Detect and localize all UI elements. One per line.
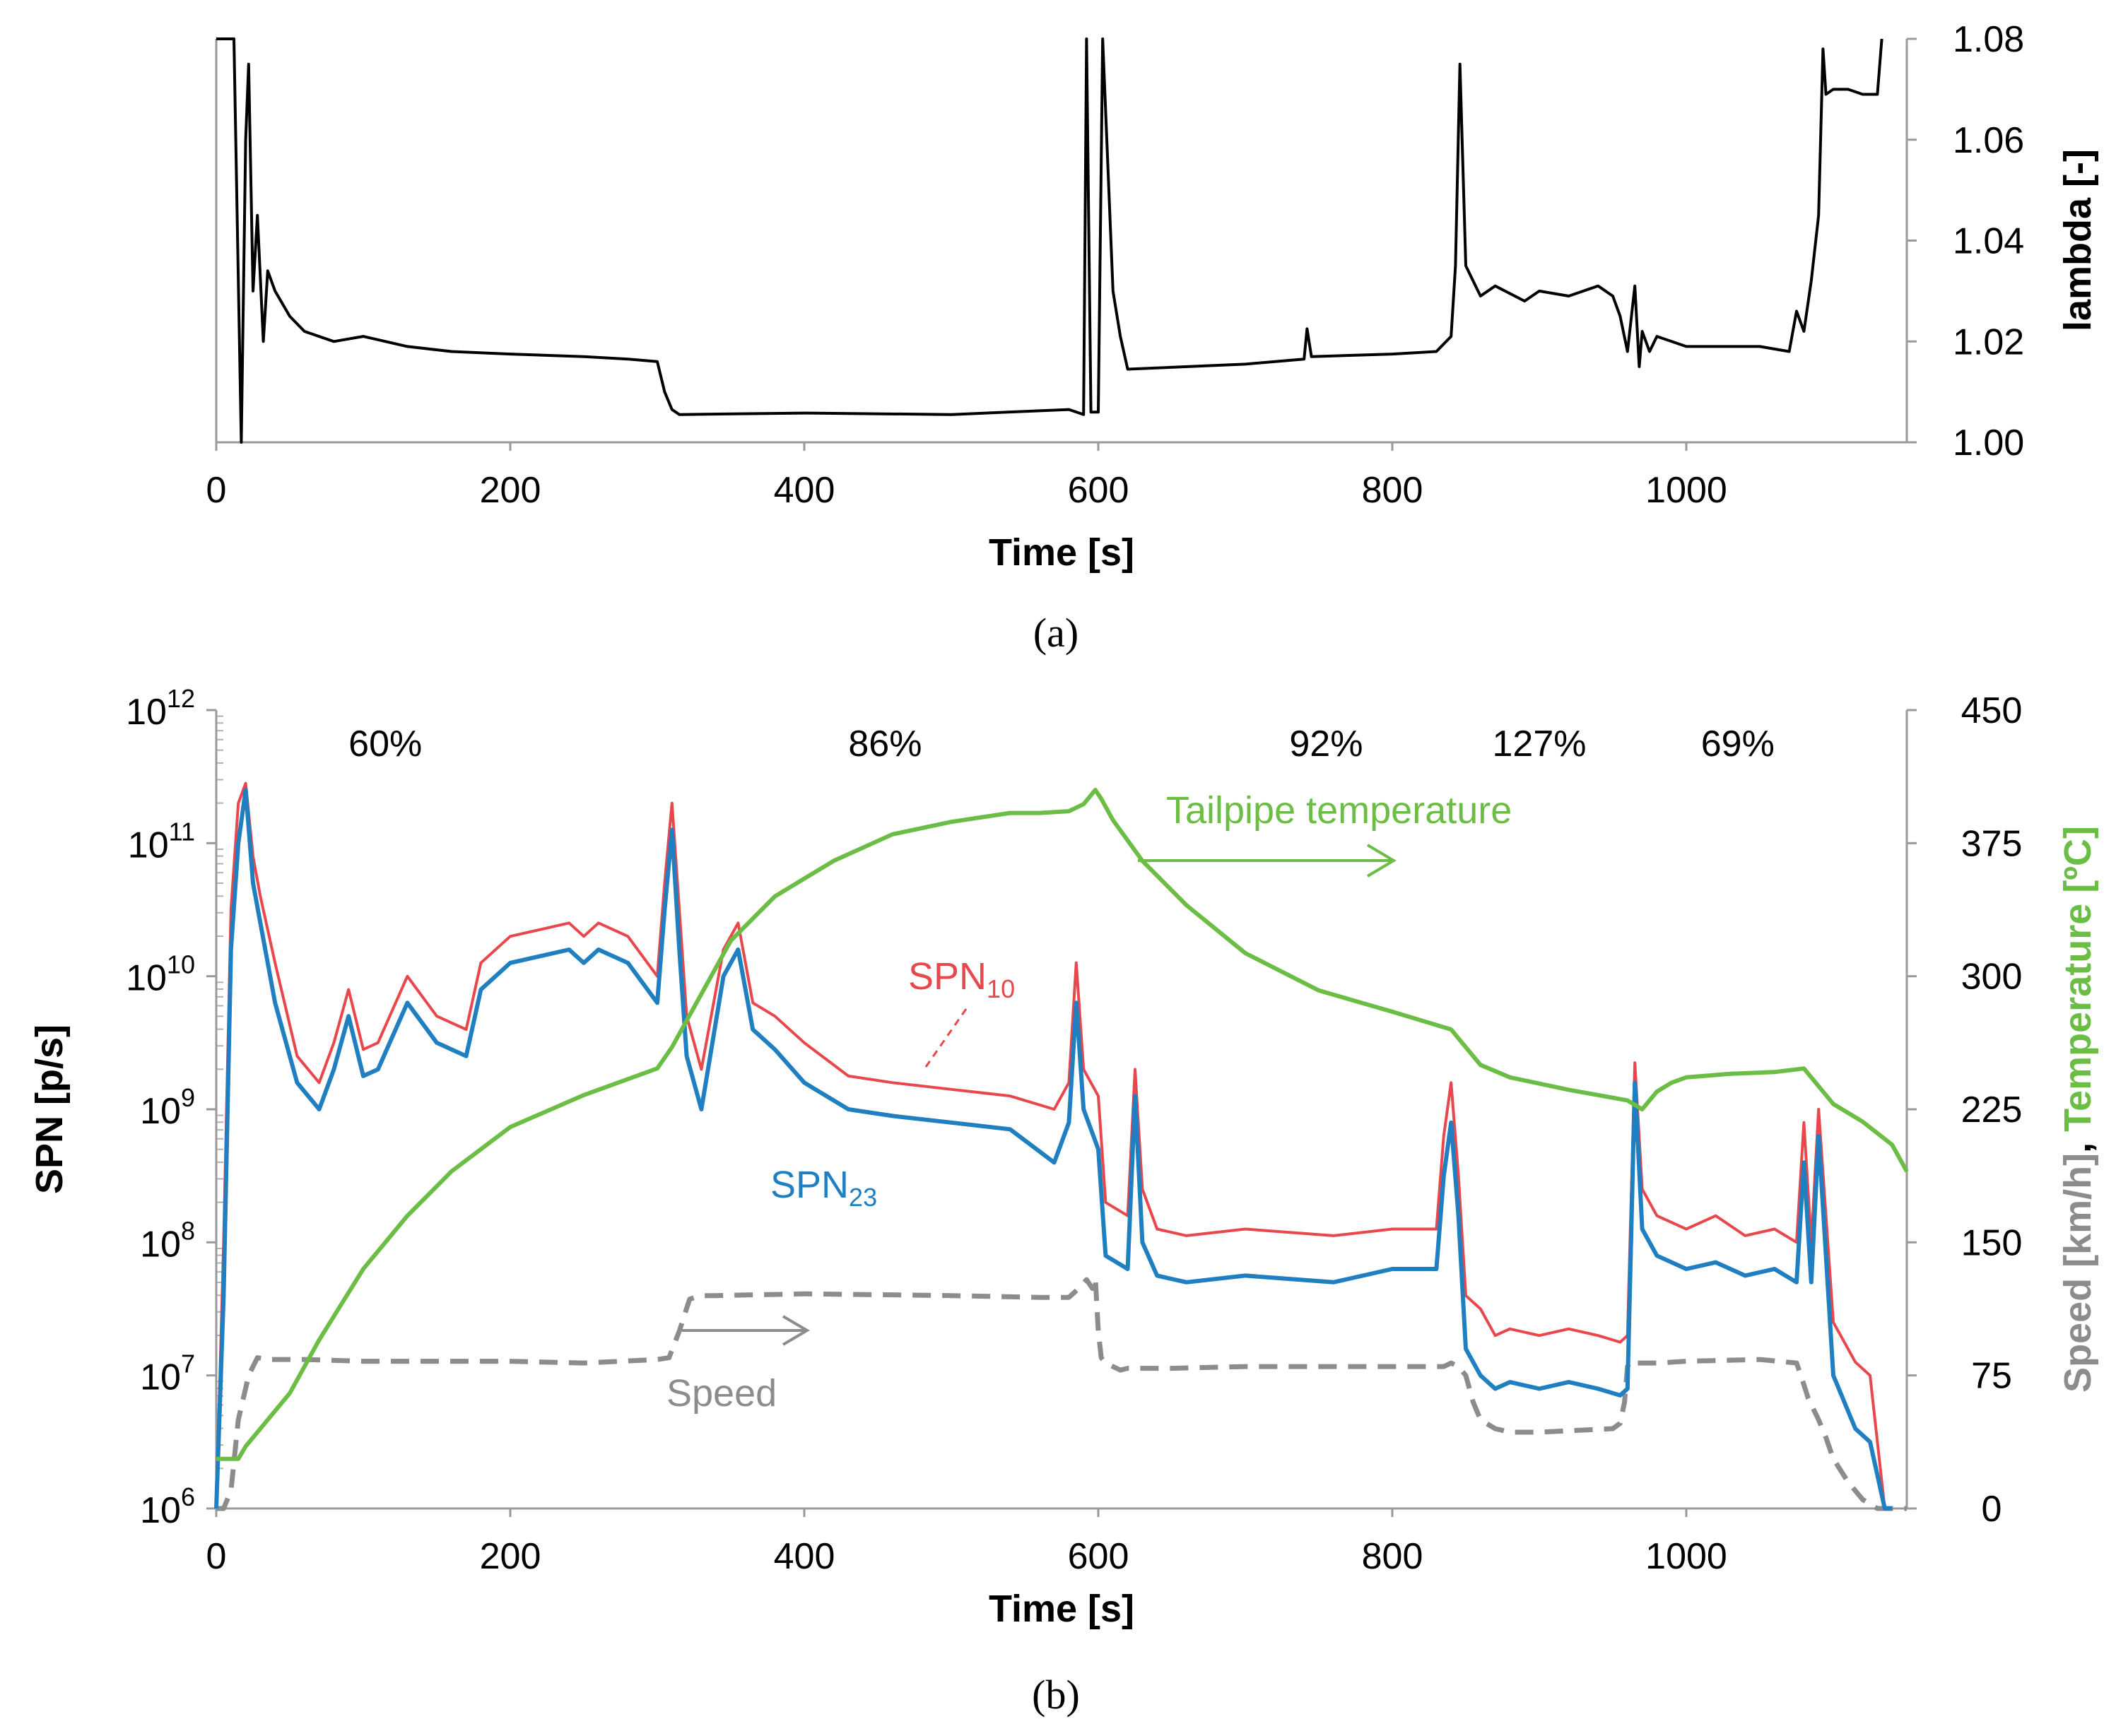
panel-b-left-tick-label: 109 (140, 1083, 195, 1132)
panel-a-x-tick-label: 400 (774, 470, 835, 511)
panel-b-label: (b) (1032, 1672, 1080, 1718)
panel-b-left-tick-label: 1012 (126, 684, 195, 733)
panel-b: 0 200 400 600 800 1000 106 107 108 109 1010 1011 10… (28, 684, 2099, 1718)
panel-b-x-tick-label: 600 (1068, 1536, 1129, 1577)
panel-b-x-axis-label: Time [s] (989, 1588, 1134, 1630)
panel-b-right-tick-label: 300 (1961, 957, 2023, 998)
panel-a: 0 200 400 600 800 1000 1.00 1.02 1.04 1.06 1.08 T… (206, 19, 2099, 656)
spn10-label: SPN10 (908, 955, 1015, 1003)
panel-a-x-tick-label: 1000 (1645, 470, 1727, 511)
panel-b-left-tick-label: 108 (140, 1216, 195, 1265)
panel-b-left-tick-label: 1010 (126, 950, 195, 999)
panel-a-x-tick-label: 800 (1362, 470, 1423, 511)
efficiency-percent-label: 127% (1493, 724, 1587, 764)
panel-b-left-tick-label: 106 (140, 1482, 195, 1531)
panel-a-y-tick-label: 1.02 (1953, 321, 2024, 362)
panel-a-x-tick-label: 200 (480, 470, 541, 511)
panel-a-x-tick-label: 0 (206, 470, 227, 511)
panel-b-right-tick-label: 225 (1961, 1090, 2023, 1130)
temperature-series-line (216, 788, 1909, 1461)
speed-label: Speed (666, 1372, 777, 1415)
efficiency-percent-label: 86% (848, 724, 922, 764)
speed-series-line (216, 1275, 1907, 1511)
spn23-label: SPN23 (770, 1164, 877, 1212)
speed-arrow-head (782, 1315, 810, 1346)
panel-b-x-tick-label: 1000 (1645, 1536, 1727, 1577)
tailpipe-arrow-head (1366, 844, 1397, 878)
panel-b-x-tick-label: 200 (480, 1536, 541, 1577)
panel-b-right-tick-label: 75 (1971, 1356, 2012, 1397)
spn10-leader-line (924, 1008, 968, 1068)
panel-b-left-axis-label: SPN [p/s] (28, 1025, 71, 1194)
panel-b-right-tick-label: 0 (1982, 1489, 2002, 1530)
panel-b-x-tick-label: 400 (774, 1536, 835, 1577)
panel-b-right-axis-label: Speed [km/h], Temperature [ºC] (2057, 826, 2099, 1393)
panel-a-y-tick-label: 1.08 (1953, 19, 2024, 60)
lambda-series-line (216, 37, 1883, 444)
panel-b-right-tick-label: 450 (1961, 690, 2023, 731)
panel-b-right-tick-label: 375 (1961, 823, 2023, 864)
panel-a-y-tick-label: 1.00 (1953, 423, 2024, 463)
panel-b-x-tick-label: 0 (206, 1536, 227, 1577)
panel-a-x-tick-label: 600 (1068, 470, 1129, 511)
panel-b-right-tick-label: 150 (1961, 1222, 2023, 1263)
panel-a-y-tick-label: 1.06 (1953, 120, 2024, 161)
panel-b-x-tick-label: 800 (1362, 1536, 1423, 1577)
panel-a-x-axis-label: Time [s] (989, 531, 1134, 574)
efficiency-percent-label: 60% (348, 724, 422, 764)
efficiency-percent-label: 92% (1289, 724, 1363, 764)
panel-b-left-tick-label: 1011 (128, 817, 195, 866)
spn23-series-line (214, 788, 1893, 1511)
spn10-series-line (215, 781, 1893, 1510)
panel-a-label: (a) (1033, 610, 1078, 656)
efficiency-percent-label: 69% (1701, 724, 1775, 764)
tailpipe-temperature-label: Tailpipe temperature (1166, 789, 1512, 832)
panel-a-y-axis-label: lambda [-] (2057, 149, 2099, 331)
panel-a-y-tick-label: 1.04 (1953, 221, 2024, 262)
panel-b-left-tick-label: 107 (140, 1350, 195, 1398)
